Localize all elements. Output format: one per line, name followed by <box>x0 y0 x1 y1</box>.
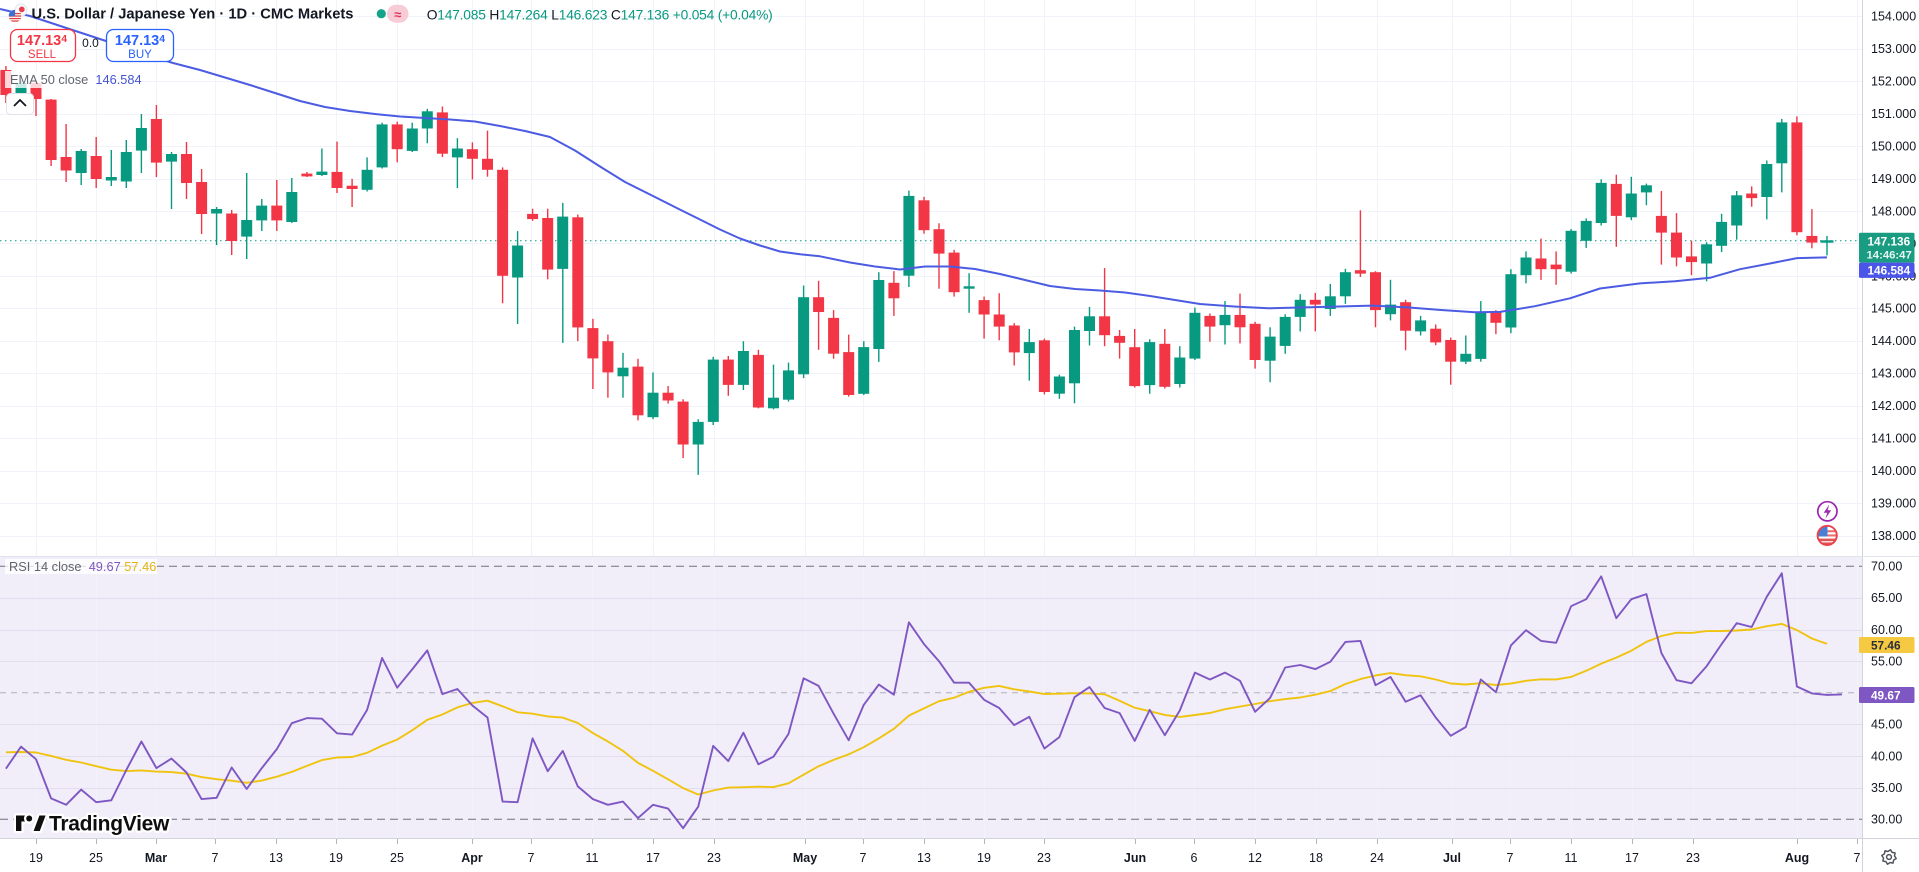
svg-text:11: 11 <box>1565 851 1578 865</box>
svg-text:7: 7 <box>1854 851 1861 865</box>
svg-text:13: 13 <box>917 851 931 865</box>
svg-text:14:46:47: 14:46:47 <box>1867 250 1912 262</box>
svg-text:149.000: 149.000 <box>1871 172 1916 186</box>
svg-text:19: 19 <box>329 851 343 865</box>
svg-text:23: 23 <box>1037 851 1051 865</box>
svg-text:7: 7 <box>212 851 219 865</box>
svg-text:23: 23 <box>707 851 721 865</box>
svg-text:154.000: 154.000 <box>1871 10 1916 24</box>
svg-text:23: 23 <box>1686 851 1700 865</box>
svg-text:Apr: Apr <box>461 851 483 865</box>
svg-text:7: 7 <box>528 851 535 865</box>
svg-text:144.000: 144.000 <box>1871 334 1916 348</box>
svg-text:≈: ≈ <box>394 7 401 22</box>
svg-text:141.000: 141.000 <box>1871 432 1916 446</box>
svg-text:12: 12 <box>1248 851 1262 865</box>
svg-text:25: 25 <box>390 851 404 865</box>
svg-text:U.S. Dollar / Japanese Yen · 1: U.S. Dollar / Japanese Yen · 1D · CMC Ma… <box>32 6 354 22</box>
svg-text:70.00: 70.00 <box>1871 560 1902 574</box>
svg-text:142.000: 142.000 <box>1871 399 1916 413</box>
svg-text:17: 17 <box>1625 851 1639 865</box>
svg-text:146.584: 146.584 <box>1868 263 1911 277</box>
svg-text:Jul: Jul <box>1443 851 1461 865</box>
svg-text:57.46: 57.46 <box>1871 639 1901 653</box>
svg-text:6: 6 <box>1191 851 1198 865</box>
svg-text:SELL: SELL <box>28 49 57 61</box>
svg-text:143.000: 143.000 <box>1871 367 1916 381</box>
svg-text:49.67: 49.67 <box>1871 689 1901 703</box>
svg-text:151.000: 151.000 <box>1871 107 1916 121</box>
svg-text:Aug: Aug <box>1785 851 1809 865</box>
svg-text:30.00: 30.00 <box>1871 813 1902 827</box>
svg-text:45.00: 45.00 <box>1871 718 1902 732</box>
svg-text:55.00: 55.00 <box>1871 655 1902 669</box>
svg-text:152.000: 152.000 <box>1871 74 1916 88</box>
svg-text:138.000: 138.000 <box>1871 529 1916 543</box>
svg-text:13: 13 <box>269 851 283 865</box>
svg-text:RSI 14 close 49.67 57.46: RSI 14 close 49.67 57.46 <box>9 559 156 574</box>
svg-text:153.000: 153.000 <box>1871 42 1916 56</box>
svg-text:148.000: 148.000 <box>1871 204 1916 218</box>
svg-text:Mar: Mar <box>145 851 167 865</box>
svg-text:19: 19 <box>977 851 991 865</box>
svg-text:17: 17 <box>646 851 660 865</box>
svg-text:145.000: 145.000 <box>1871 302 1916 316</box>
svg-text:147.134: 147.134 <box>17 33 67 49</box>
svg-text:18: 18 <box>1309 851 1323 865</box>
svg-text:19: 19 <box>29 851 43 865</box>
svg-text:EMA 50 close 146.584: EMA 50 close 146.584 <box>10 72 142 87</box>
svg-text:60.00: 60.00 <box>1871 623 1902 637</box>
svg-text:24: 24 <box>1370 851 1384 865</box>
svg-text:Jun: Jun <box>1124 851 1146 865</box>
svg-text:7: 7 <box>860 851 867 865</box>
svg-text:150.000: 150.000 <box>1871 139 1916 153</box>
svg-text:0.0: 0.0 <box>82 36 99 50</box>
svg-text:TradingView: TradingView <box>49 813 170 836</box>
svg-text:147.136: 147.136 <box>1868 234 1911 248</box>
svg-text:BUY: BUY <box>128 49 152 61</box>
svg-text:35.00: 35.00 <box>1871 781 1902 795</box>
svg-text:7: 7 <box>1507 851 1514 865</box>
svg-text:139.000: 139.000 <box>1871 497 1916 511</box>
svg-text:65.00: 65.00 <box>1871 591 1902 605</box>
svg-text:11: 11 <box>586 851 599 865</box>
svg-text:147.134: 147.134 <box>115 33 165 49</box>
svg-text:140.000: 140.000 <box>1871 464 1916 478</box>
svg-text:O147.085 H147.264 L146.623 C14: O147.085 H147.264 L146.623 C147.136 +0.0… <box>427 7 773 22</box>
svg-text:May: May <box>793 851 817 865</box>
svg-text:40.00: 40.00 <box>1871 749 1902 763</box>
svg-text:25: 25 <box>89 851 103 865</box>
